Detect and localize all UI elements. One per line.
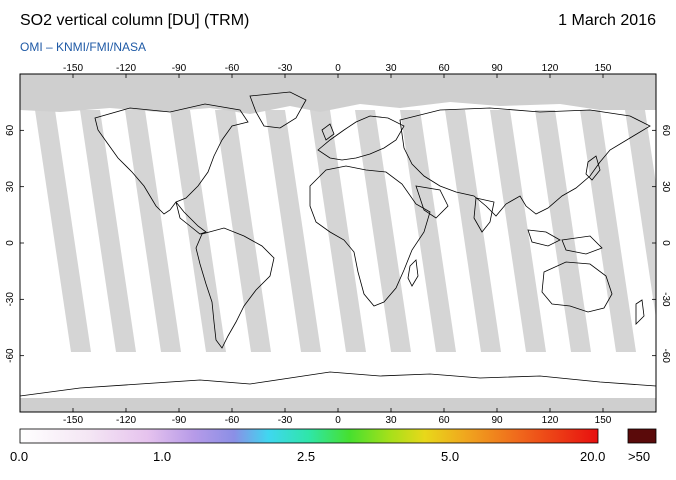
lat-tick-label-left: -30 <box>5 292 16 307</box>
lat-tick-label-left: 60 <box>5 124 16 136</box>
swath-gap <box>445 110 501 352</box>
lon-tick-label-top: -60 <box>225 63 240 74</box>
lon-tick-label-top: -30 <box>278 63 293 74</box>
lon-tick-label-bottom: 120 <box>542 415 559 426</box>
lat-tick-label-right: -60 <box>660 348 671 363</box>
lat-tick-label-right: 30 <box>660 181 671 193</box>
lon-tick-label-bottom: -150 <box>63 415 83 426</box>
lon-tick-label-bottom: -30 <box>278 415 293 426</box>
lon-tick-label-top: -90 <box>172 63 187 74</box>
lat-tick-label-right: 60 <box>660 125 671 137</box>
colorbar-label-5: >50 <box>628 449 651 464</box>
swath-gaps <box>35 110 656 352</box>
lon-tick-label-top: -150 <box>63 63 83 74</box>
lon-tick-label-bottom: 150 <box>595 415 612 426</box>
colorbar <box>19 428 599 444</box>
lat-tick-label-right: 0 <box>660 240 671 246</box>
swath-gap <box>265 110 321 352</box>
colorbar-overflow-swatch <box>627 428 657 444</box>
swath-gap <box>310 110 366 352</box>
swath-gap <box>35 110 91 352</box>
lat-tick-label-left: -60 <box>5 348 16 363</box>
colorbar-label-4: 20.0 <box>580 449 606 464</box>
swath-gap <box>170 110 226 352</box>
map-title: SO2 vertical column [DU] (TRM) <box>20 12 250 29</box>
swath-gap <box>625 110 656 319</box>
lon-tick-label-bottom: -120 <box>116 415 136 426</box>
lat-tick-label-right: -30 <box>660 292 671 307</box>
map-date: 1 March 2016 <box>558 12 656 29</box>
lon-tick-label-bottom: 0 <box>335 415 341 426</box>
lon-tick-label-top: 120 <box>542 63 559 74</box>
lon-tick-label-bottom: -60 <box>225 415 240 426</box>
lon-tick-label-top: 0 <box>335 63 341 74</box>
swath-gap <box>535 110 591 352</box>
lat-tick-label-left: 30 <box>5 181 16 193</box>
lon-tick-label-bottom: 30 <box>385 415 397 426</box>
swath-gap <box>125 110 181 352</box>
swath-gap <box>400 110 456 352</box>
swath-gap <box>490 110 546 352</box>
data-credit: OMI – KNMI/FMI/NASA <box>20 40 147 54</box>
swath-gap <box>80 110 136 352</box>
lon-tick-label-bottom: -90 <box>172 415 187 426</box>
colorbar-label-0: 0.0 <box>10 449 29 464</box>
colorbar-label-1: 1.0 <box>153 449 172 464</box>
lat-tick-label-left: 0 <box>5 240 16 246</box>
lon-tick-label-bottom: 60 <box>438 415 450 426</box>
lon-tick-label-top: 60 <box>438 63 450 74</box>
colorbar-label-2: 2.5 <box>297 449 316 464</box>
lon-tick-label-bottom: 90 <box>491 415 503 426</box>
map-axis-ticks: -150 -150 -120 -120 -90 -90 -60 -60 -30 -30 0 0 30 30… <box>5 63 671 426</box>
swath-gap <box>215 110 271 352</box>
coastlines <box>20 91 656 397</box>
lon-tick-label-top: 30 <box>385 63 397 74</box>
arctic-no-data <box>20 74 656 114</box>
colorbar-label-3: 5.0 <box>441 449 460 464</box>
lon-tick-label-top: 150 <box>595 63 612 74</box>
lon-tick-label-top: 90 <box>491 63 503 74</box>
lon-tick-label-top: -120 <box>116 63 136 74</box>
